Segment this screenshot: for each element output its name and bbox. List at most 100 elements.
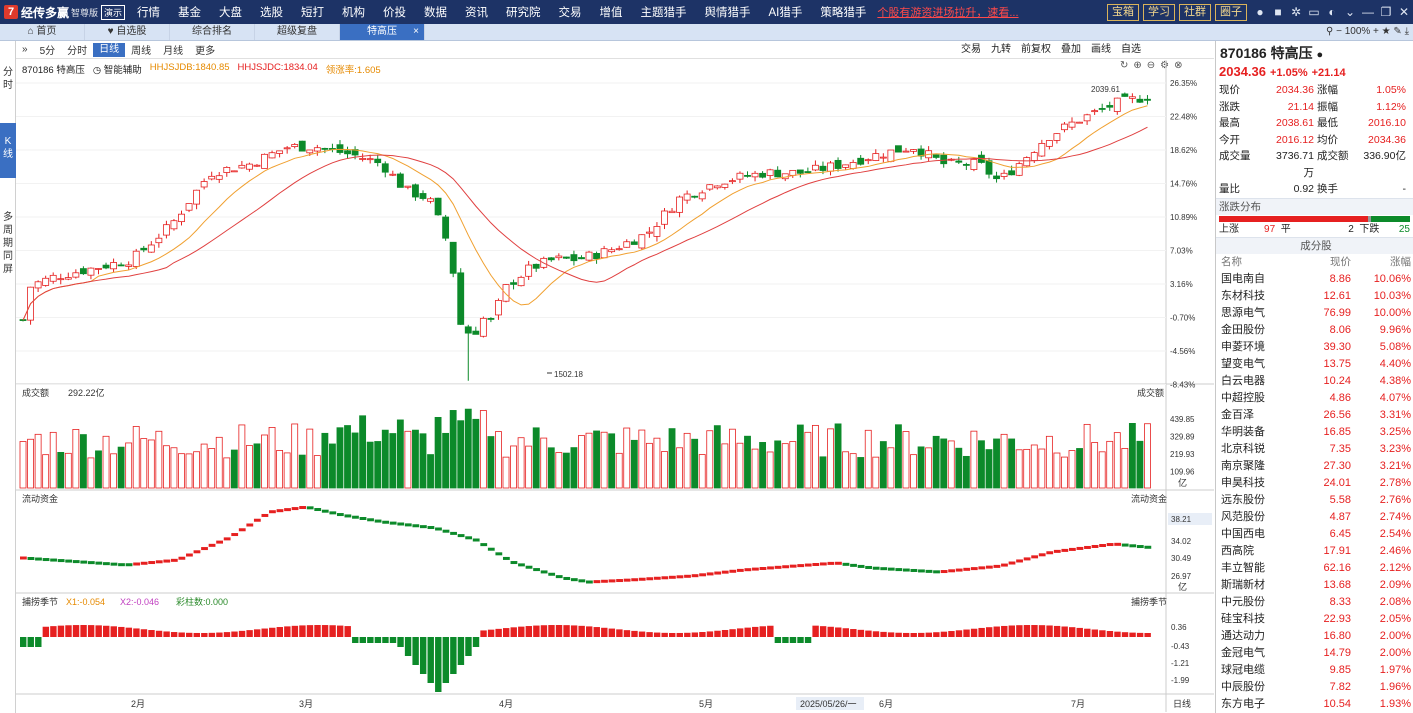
marquee-link[interactable]: 个股有游资进场拉升，速看... <box>877 7 1019 19</box>
component-row[interactable]: 白云电器 10.24 4.38% <box>1216 373 1413 390</box>
component-row[interactable]: 金冠电气 14.79 2.00% <box>1216 645 1413 662</box>
component-row[interactable]: 通达动力 16.80 2.00% <box>1216 628 1413 645</box>
view-multi-period[interactable]: 多周期同屏 <box>0 211 16 281</box>
info-icon[interactable]: ● <box>1316 49 1324 61</box>
zoom-in-icon[interactable]: ⊕ <box>1133 60 1142 71</box>
component-row[interactable]: 思源电气 76.99 10.00% <box>1216 305 1413 322</box>
menu-item[interactable]: 交易 <box>558 7 582 19</box>
menu-item[interactable]: 价投 <box>383 7 406 19</box>
smart-assist-toggle[interactable]: ◷ 智能辅助 <box>92 65 142 76</box>
component-row[interactable]: 金百泽 26.56 3.31% <box>1216 407 1413 424</box>
component-row[interactable]: 丰立智能 62.16 2.12% <box>1216 560 1413 577</box>
lock-icon[interactable]: ■ <box>1274 5 1282 19</box>
menu-item[interactable]: 选股 <box>260 7 283 19</box>
menu-item[interactable]: 研究院 <box>506 7 541 19</box>
component-row[interactable]: 国电南自 8.86 10.06% <box>1216 271 1413 288</box>
minimize-icon[interactable]: — <box>1362 5 1374 19</box>
menu-item[interactable]: 大盘 <box>219 7 242 19</box>
component-name: 风范股份 <box>1221 510 1265 523</box>
theme-icon[interactable]: ◐ <box>1328 5 1336 19</box>
component-row[interactable]: 金田股份 8.06 9.96% <box>1216 322 1413 339</box>
app-logo[interactable]: 7 经传多赢 智尊版 演示 <box>0 4 128 21</box>
chevron-down-icon[interactable]: ⌄ <box>1344 5 1356 19</box>
osc-bar <box>1099 630 1106 637</box>
period-weekly[interactable]: 周线 <box>131 46 152 57</box>
candle-body <box>464 326 472 334</box>
volume-bar <box>932 435 940 489</box>
close-tab-icon[interactable]: × <box>413 26 419 37</box>
component-row[interactable]: 中超控股 4.86 4.07% <box>1216 390 1413 407</box>
window-icon[interactable]: ▭ <box>1308 5 1320 19</box>
component-row[interactable]: 远东股份 5.58 2.76% <box>1216 492 1413 509</box>
menu-item[interactable]: 短打 <box>301 7 324 19</box>
zoom-out-icon[interactable]: ⊖ <box>1146 60 1156 71</box>
period-more[interactable]: 更多 <box>195 46 216 57</box>
menu-item[interactable]: 主题猎手 <box>640 7 687 19</box>
menu-item[interactable]: 数据 <box>424 7 447 19</box>
volume-bar <box>804 431 812 489</box>
restore-icon[interactable]: ❐ <box>1380 5 1392 19</box>
menu-item[interactable]: AI猎手 <box>768 7 803 19</box>
tab-uhv[interactable]: 特高压 × <box>340 24 425 40</box>
learn-button[interactable]: 学习 <box>1143 3 1175 21</box>
component-row[interactable]: 望变电气 13.75 4.40% <box>1216 356 1413 373</box>
user-icon[interactable]: ● <box>1256 5 1264 19</box>
overlay-button[interactable]: 叠加 <box>1061 44 1081 55</box>
close-icon[interactable]: ✕ <box>1398 5 1410 19</box>
settings-icon[interactable]: ⚙ <box>1160 60 1170 71</box>
tab-ranking[interactable]: 综合排名 <box>170 24 255 40</box>
circle-button[interactable]: 圈子 <box>1215 3 1247 21</box>
component-row[interactable]: 中国西电 6.45 2.54% <box>1216 526 1413 543</box>
nine-turn-button[interactable]: 九转 <box>991 44 1011 55</box>
menu-item[interactable]: 舆情猎手 <box>704 7 751 19</box>
y-tick-label: 3.16% <box>1170 280 1193 289</box>
menu-item[interactable]: 资讯 <box>465 7 488 19</box>
period-timeshare[interactable]: 分时 <box>67 46 88 57</box>
component-row[interactable]: 斯瑞新材 13.68 2.09% <box>1216 577 1413 594</box>
view-kline[interactable]: K线 <box>0 123 16 178</box>
flow-segment <box>985 565 993 569</box>
trade-button[interactable]: 交易 <box>961 44 981 55</box>
component-row[interactable]: 硅宝科技 22.93 2.05% <box>1216 611 1413 628</box>
menu-item[interactable]: 机构 <box>342 7 365 19</box>
community-button[interactable]: 社群 <box>1179 3 1211 21</box>
treasure-button[interactable]: 宝箱 <box>1107 3 1139 21</box>
component-row[interactable]: 申菱环境 39.30 5.08% <box>1216 339 1413 356</box>
period-monthly[interactable]: 月线 <box>163 46 184 57</box>
draw-button[interactable]: 画线 <box>1091 44 1111 55</box>
period-5min[interactable]: 5分 <box>39 46 56 57</box>
menu-item[interactable]: 基金 <box>178 7 201 19</box>
component-row[interactable]: 华明装备 16.85 3.25% <box>1216 424 1413 441</box>
period-daily[interactable]: 日线 <box>93 42 126 57</box>
flow-segment <box>578 579 586 583</box>
component-change: 3.31% <box>1379 408 1411 421</box>
component-row[interactable]: 中辰股份 7.82 1.96% <box>1216 679 1413 696</box>
component-row[interactable]: 申昊科技 24.01 2.78% <box>1216 475 1413 492</box>
close-chart-icon[interactable]: ⊗ <box>1174 60 1183 71</box>
kline-chart[interactable]: 26.35% 22.48% 18.62% 14.76% 10.89% 7.03% 3.16%… <box>16 60 1214 712</box>
component-row[interactable]: 东方电子 10.54 1.93% <box>1216 696 1413 713</box>
adjust-button[interactable]: 前复权 <box>1021 44 1051 55</box>
gear-icon[interactable]: ✲ <box>1290 5 1302 19</box>
menu-item[interactable]: 策略猎手 <box>820 7 867 19</box>
add-watch-button[interactable]: 自选 <box>1121 44 1141 55</box>
component-row[interactable]: 西高院 17.91 2.46% <box>1216 543 1413 560</box>
component-row[interactable]: 风范股份 4.87 2.74% <box>1216 509 1413 526</box>
tab-review[interactable]: 超级复盘 <box>255 24 340 40</box>
refresh-icon[interactable]: ↻ <box>1120 60 1129 71</box>
tab-watchlist[interactable]: ♥ 自选股 <box>85 24 170 40</box>
col-change[interactable]: 涨幅 <box>1390 255 1411 268</box>
view-timeshare[interactable]: 分时 <box>0 66 16 96</box>
flow-segment <box>404 523 412 527</box>
menu-item[interactable]: 行情 <box>137 7 160 19</box>
tab-home[interactable]: ⌂ 首页 <box>0 24 85 40</box>
component-row[interactable]: 东材科技 12.61 10.03% <box>1216 288 1413 305</box>
menu-item[interactable]: 增值 <box>599 7 623 19</box>
component-row[interactable]: 中元股份 8.33 2.08% <box>1216 594 1413 611</box>
component-row[interactable]: 球冠电缆 9.85 1.97% <box>1216 662 1413 679</box>
component-row[interactable]: 北京科锐 7.35 3.23% <box>1216 441 1413 458</box>
expand-icon[interactable]: » <box>22 44 28 55</box>
component-row[interactable]: 南京聚隆 27.30 3.21% <box>1216 458 1413 475</box>
col-price[interactable]: 现价 <box>1330 255 1351 268</box>
col-name[interactable]: 名称 <box>1221 255 1242 268</box>
